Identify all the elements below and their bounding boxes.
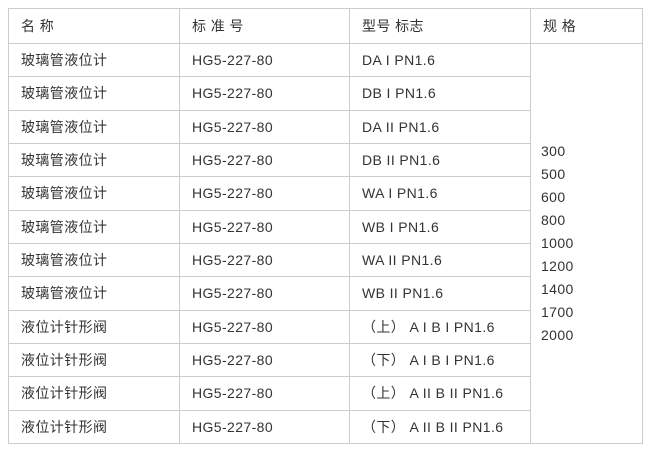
spec-value: 600 (541, 189, 566, 205)
cell-name: 玻璃管液位计 (8, 142, 180, 178)
spec-value: 500 (541, 166, 566, 182)
cell-model: WB II PN1.6 (349, 276, 531, 311)
header-cell-model: 型号 标志 (349, 8, 531, 44)
header-cell-standard: 标 准 号 (179, 8, 350, 44)
cell-standard: HG5-227-80 (179, 376, 350, 411)
cell-name: 液位计针形阀 (8, 376, 180, 411)
cell-name: 玻璃管液位计 (8, 176, 180, 211)
header-row: 名 称 标 准 号 型号 标志 规 格 (8, 8, 643, 44)
cell-model: DA II PN1.6 (349, 109, 531, 144)
cell-model: （下） A I B I PN1.6 (349, 342, 531, 378)
cell-standard: HG5-227-80 (179, 276, 350, 311)
header-cell-spec: 规 格 (530, 8, 643, 44)
cell-name: 玻璃管液位计 (8, 109, 180, 144)
cell-standard: HG5-227-80 (179, 176, 350, 211)
spec-value: 800 (541, 212, 566, 228)
cell-standard: HG5-227-80 (179, 209, 350, 244)
product-spec-table: 名 称 标 准 号 型号 标志 规 格 玻璃管液位计 HG5-227-80 DA… (8, 8, 643, 445)
table-row: 玻璃管液位计 HG5-227-80 DA II PN1.6 (8, 109, 643, 144)
cell-name: 玻璃管液位计 (8, 276, 180, 311)
cell-name: 液位计针形阀 (8, 309, 180, 344)
table-row: 玻璃管液位计 HG5-227-80 WA II PN1.6 (8, 242, 643, 278)
cell-name: 玻璃管液位计 (8, 42, 180, 78)
cell-standard: HG5-227-80 (179, 42, 350, 78)
cell-model: DB I PN1.6 (349, 76, 531, 111)
cell-standard: HG5-227-80 (179, 109, 350, 144)
cell-name: 玻璃管液位计 (8, 242, 180, 278)
cell-standard: HG5-227-80 (179, 342, 350, 378)
table-row: 液位计针形阀 HG5-227-80 （上） A II B II PN1.6 (8, 376, 643, 411)
spec-value: 1000 (541, 235, 574, 251)
spec-value: 1200 (541, 258, 574, 274)
cell-model: （上） A I B I PN1.6 (349, 309, 531, 344)
cell-model: WA I PN1.6 (349, 176, 531, 211)
table-row: 液位计针形阀 HG5-227-80 （下） A I B I PN1.6 (8, 342, 643, 378)
spec-value: 1700 (541, 304, 574, 320)
cell-name: 玻璃管液位计 (8, 76, 180, 111)
cell-name: 液位计针形阀 (8, 342, 180, 378)
spec-cell: 300 500 600 800 1000 1200 1400 1700 2000 (530, 43, 643, 444)
table-row: 玻璃管液位计 HG5-227-80 DA I PN1.6 300 500 600… (8, 42, 643, 444)
spec-value: 300 (541, 143, 566, 159)
spec-value-list: 300 500 600 800 1000 1200 1400 1700 2000 (541, 140, 636, 347)
table-row: 玻璃管液位计 HG5-227-80 WB I PN1.6 (8, 209, 643, 244)
cell-standard: HG5-227-80 (179, 142, 350, 178)
spec-value: 1400 (541, 281, 574, 297)
cell-standard: HG5-227-80 (179, 409, 350, 445)
table-row: 玻璃管液位计 HG5-227-80 WA I PN1.6 (8, 176, 643, 211)
table-row: 玻璃管液位计 HG5-227-80 WB II PN1.6 (8, 276, 643, 311)
cell-name: 玻璃管液位计 (8, 209, 180, 244)
cell-standard: HG5-227-80 (179, 242, 350, 278)
table-row: 玻璃管液位计 HG5-227-80 DB II PN1.6 (8, 142, 643, 178)
cell-model: DB II PN1.6 (349, 142, 531, 178)
table-row: 玻璃管液位计 HG5-227-80 DB I PN1.6 (8, 76, 643, 111)
header-cell-name: 名 称 (8, 8, 180, 44)
cell-model: （上） A II B II PN1.6 (349, 376, 531, 411)
cell-model: WB I PN1.6 (349, 209, 531, 244)
spec-value: 2000 (541, 327, 574, 343)
cell-model: WA II PN1.6 (349, 242, 531, 278)
table-row: 液位计针形阀 HG5-227-80 （上） A I B I PN1.6 (8, 309, 643, 344)
table-row: 液位计针形阀 HG5-227-80 （下） A II B II PN1.6 (8, 409, 643, 445)
cell-standard: HG5-227-80 (179, 76, 350, 111)
cell-model: DA I PN1.6 (349, 42, 531, 78)
cell-name: 液位计针形阀 (8, 409, 180, 445)
cell-model: （下） A II B II PN1.6 (349, 409, 531, 445)
cell-standard: HG5-227-80 (179, 309, 350, 344)
